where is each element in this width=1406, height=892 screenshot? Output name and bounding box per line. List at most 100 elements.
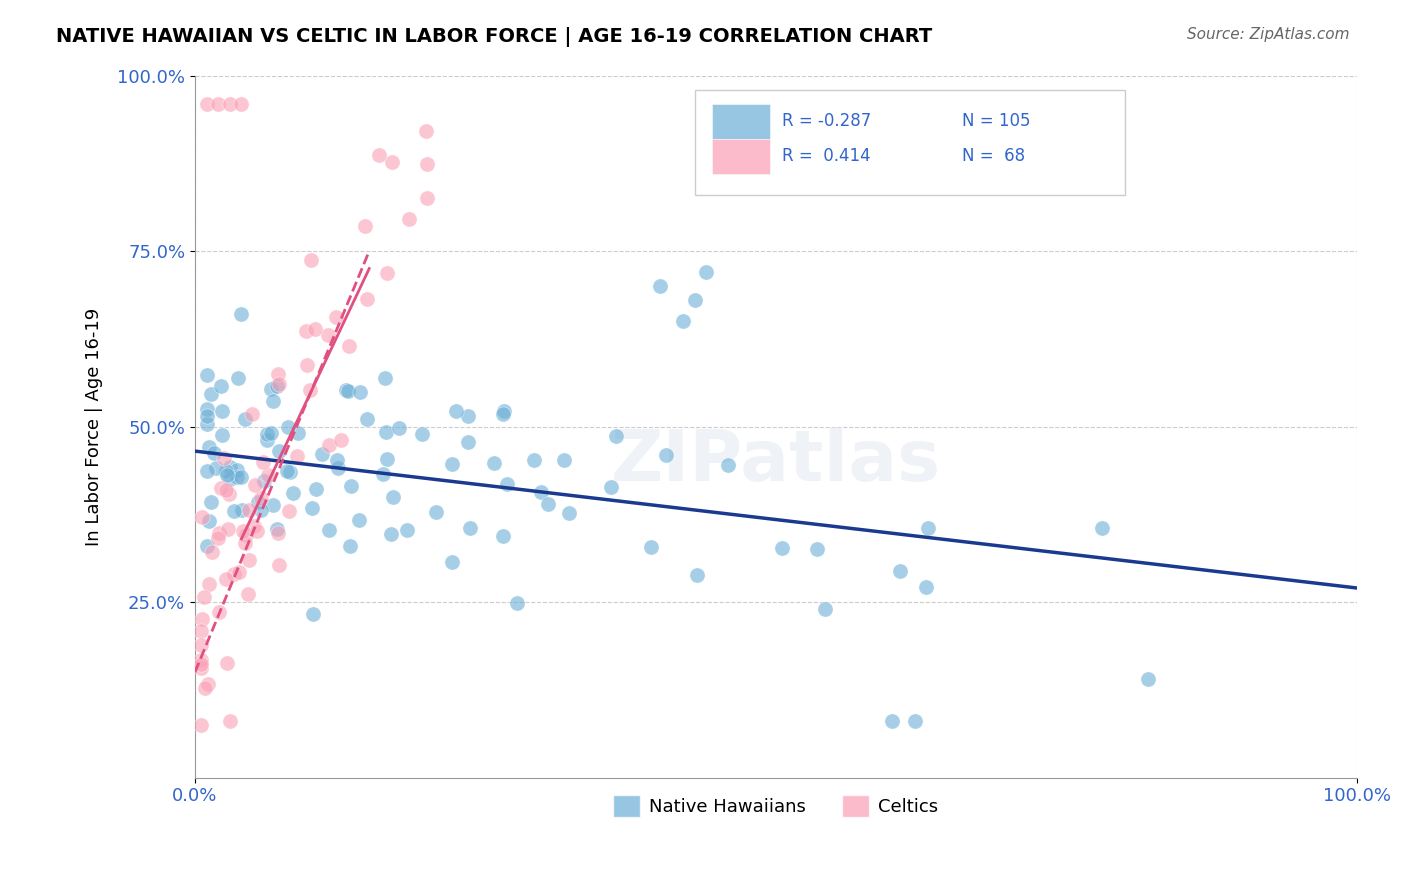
Point (190, 653, 212, 667)
Point (496, 476, 519, 491)
Point (492, 529, 515, 543)
Point (398, 211, 420, 226)
Point (231, 96, 253, 111)
Point (200, 494, 222, 508)
Point (396, 523, 419, 537)
Point (281, 485, 304, 500)
Point (198, 440, 221, 454)
Point (686, 567, 709, 582)
Point (311, 447, 333, 461)
Point (301, 501, 323, 516)
Point (233, 412, 256, 426)
Point (253, 474, 276, 488)
Point (252, 455, 274, 469)
Point (231, 502, 253, 516)
Point (460, 521, 482, 535)
Point (191, 510, 214, 524)
Point (374, 370, 396, 384)
Point (233, 536, 256, 550)
Point (266, 523, 288, 537)
Point (356, 411, 378, 425)
Point (238, 503, 260, 517)
Text: R = -0.287: R = -0.287 (782, 112, 870, 130)
Point (200, 387, 222, 401)
Point (226, 469, 249, 483)
Point (492, 408, 515, 422)
Point (356, 292, 378, 306)
Point (882, 714, 904, 729)
Point (388, 420, 411, 434)
Point (212, 450, 235, 465)
Point (276, 464, 298, 478)
Point (371, 467, 394, 482)
Point (194, 681, 217, 695)
Point (337, 384, 360, 399)
Text: Source: ZipAtlas.com: Source: ZipAtlas.com (1187, 27, 1350, 42)
Point (218, 714, 240, 729)
Text: ZIPatlas: ZIPatlas (610, 427, 941, 496)
Point (889, 564, 911, 578)
Point (349, 384, 371, 399)
Point (337, 339, 360, 353)
Point (415, 124, 437, 138)
Point (375, 266, 398, 280)
Point (640, 540, 662, 554)
Point (238, 553, 260, 567)
Point (197, 576, 219, 591)
Point (354, 219, 377, 233)
Point (195, 464, 218, 478)
Point (813, 602, 835, 616)
Point (316, 328, 339, 343)
Point (267, 444, 290, 458)
Point (599, 480, 621, 494)
Point (232, 524, 254, 538)
Point (195, 368, 218, 383)
Point (190, 718, 212, 732)
Point (201, 545, 224, 559)
Point (457, 409, 479, 424)
Point (195, 402, 218, 417)
Point (260, 382, 283, 396)
Point (208, 525, 231, 540)
Point (256, 433, 278, 447)
Point (190, 657, 212, 671)
Point (191, 612, 214, 626)
Point (717, 458, 740, 472)
Point (219, 460, 242, 475)
Point (278, 504, 301, 518)
Text: NATIVE HAWAIIAN VS CELTIC IN LABOR FORCE | AGE 16-19 CORRELATION CHART: NATIVE HAWAIIAN VS CELTIC IN LABOR FORCE… (56, 27, 932, 46)
Y-axis label: In Labor Force | Age 16-19: In Labor Force | Age 16-19 (86, 308, 103, 546)
Point (195, 96, 218, 111)
Point (318, 524, 340, 538)
Point (197, 417, 219, 432)
Point (695, 265, 717, 279)
Text: N = 105: N = 105 (962, 112, 1031, 130)
Point (195, 540, 218, 554)
Point (195, 409, 218, 423)
Point (260, 426, 283, 441)
Point (457, 435, 479, 450)
Point (215, 467, 238, 482)
Point (218, 96, 240, 111)
Point (553, 452, 575, 467)
Point (211, 404, 233, 418)
Point (226, 371, 249, 385)
Point (494, 404, 516, 418)
Point (529, 484, 551, 499)
Point (380, 527, 402, 541)
Point (914, 580, 936, 594)
Point (262, 394, 284, 409)
Point (672, 314, 695, 328)
Point (215, 483, 238, 497)
Point (304, 322, 326, 336)
Point (262, 499, 284, 513)
Point (1090, 521, 1112, 535)
Point (648, 279, 671, 293)
Point (374, 425, 396, 439)
Point (197, 677, 219, 691)
Point (246, 495, 269, 509)
Point (557, 506, 579, 520)
FancyBboxPatch shape (711, 103, 770, 138)
Point (205, 461, 228, 475)
Point (236, 587, 259, 601)
